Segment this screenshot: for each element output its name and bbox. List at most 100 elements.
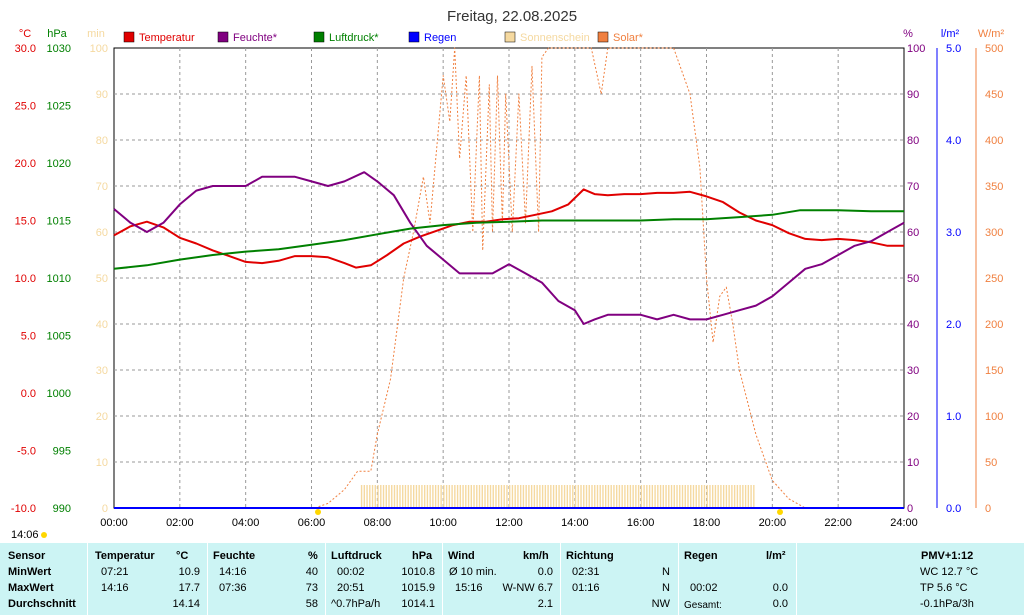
sunshine-bar bbox=[731, 485, 733, 508]
sunshine-bar bbox=[385, 485, 387, 508]
sunshine-bar bbox=[580, 485, 582, 508]
sunshine-bar bbox=[451, 485, 453, 508]
pressure-tick-label: 995 bbox=[53, 446, 71, 458]
sunshine-bar bbox=[629, 485, 632, 508]
sunshine-bar bbox=[632, 485, 634, 508]
solar-tick-label: 250 bbox=[985, 273, 1003, 285]
solar-tick-label: 400 bbox=[985, 135, 1003, 147]
temp-tick-label: 0.0 bbox=[21, 388, 36, 400]
pressure-tick-label: 1030 bbox=[47, 43, 71, 55]
sunshine-bar bbox=[402, 485, 404, 508]
sunshine-bar bbox=[750, 485, 752, 508]
sunshine-bar bbox=[429, 485, 431, 508]
sunshine-bar bbox=[657, 485, 659, 508]
sunshine-bar bbox=[522, 485, 525, 508]
sunshine-bar bbox=[687, 485, 689, 508]
sunshine-bar bbox=[561, 485, 563, 508]
chart-title: Freitag, 22.08.2025 bbox=[447, 8, 577, 25]
x-tick-label: 14:00 bbox=[561, 517, 589, 529]
humidity-tick-label: 90 bbox=[907, 89, 919, 101]
header-pmv: PMV+1:12 bbox=[921, 550, 974, 562]
x-tick-label: 00:00 bbox=[100, 517, 128, 529]
humidity-tick-label: 60 bbox=[907, 227, 919, 239]
sunshine-bar bbox=[706, 485, 708, 508]
current-time-label: 14:06 bbox=[11, 529, 39, 541]
sunshine-bar bbox=[443, 485, 445, 508]
sunshine-bar bbox=[481, 485, 483, 508]
sunshine-bar bbox=[478, 485, 481, 508]
sun_minutes-tick-label: 90 bbox=[96, 89, 108, 101]
sunshine-bar bbox=[605, 485, 607, 508]
sunshine-bar bbox=[569, 485, 571, 508]
sunshine-bar bbox=[665, 485, 667, 508]
temp-tick-label: 15.0 bbox=[15, 216, 36, 228]
humidity-unit-label: % bbox=[903, 28, 913, 40]
sunshine-bar bbox=[621, 485, 623, 508]
header-wind-unit: km/h bbox=[523, 550, 549, 562]
solar-tick-label: 200 bbox=[985, 319, 1003, 331]
solar-unit-label: W/m² bbox=[978, 28, 1005, 40]
sunshine-bar bbox=[495, 485, 497, 508]
sunshine-bar bbox=[736, 485, 739, 508]
sunshine-bar bbox=[533, 485, 536, 508]
legend-swatch bbox=[123, 31, 135, 43]
series-line-temperatur bbox=[113, 188, 904, 269]
sunshine-bar bbox=[583, 485, 585, 508]
x-tick-label: 20:00 bbox=[759, 517, 787, 529]
sun_minutes-tick-label: 70 bbox=[96, 181, 108, 193]
sun_minutes-tick-label: 30 bbox=[96, 365, 108, 377]
sunshine-bar bbox=[396, 485, 398, 508]
x-tick-label: 02:00 bbox=[166, 517, 194, 529]
sunshine-bar bbox=[399, 485, 401, 508]
sunshine-bar bbox=[382, 485, 385, 508]
solar-tick-label: 100 bbox=[985, 411, 1003, 423]
sunshine-bar bbox=[654, 485, 656, 508]
sunshine-bar bbox=[470, 485, 472, 508]
weather-chart: Freitag, 22.08.2025 °C hPa min% l/m² W/m² Te… bbox=[11, 8, 1005, 541]
sunshine-bar bbox=[679, 485, 681, 508]
x-tick-label: 12:00 bbox=[495, 517, 523, 529]
sunshine-bar bbox=[662, 485, 665, 508]
sunshine-bar bbox=[492, 485, 494, 508]
statistics-table: Sensor Temperatur °C Feuchte % Luftdruck… bbox=[0, 543, 1024, 615]
sunshine-bar bbox=[484, 485, 486, 508]
sunshine-bar bbox=[498, 485, 500, 508]
header-temperature-unit: °C bbox=[176, 550, 189, 562]
sunshine-bar bbox=[445, 485, 448, 508]
pressure-tick-label: 1025 bbox=[47, 101, 71, 113]
sunshine-bar bbox=[437, 485, 440, 508]
sunshine-bar bbox=[747, 485, 750, 508]
sun_minutes-tick-label: 20 bbox=[96, 411, 108, 423]
sunshine-bar bbox=[681, 485, 684, 508]
sun_minutes-tick-label: 0 bbox=[102, 503, 108, 515]
sunshine-bar bbox=[670, 485, 673, 508]
sunshine-bar bbox=[668, 485, 670, 508]
sunshine-bar bbox=[588, 485, 590, 508]
header-humidity: Feuchte bbox=[213, 550, 256, 562]
x-tick-label: 08:00 bbox=[364, 517, 392, 529]
sunshine-bar bbox=[599, 485, 601, 508]
sunshine-bar bbox=[572, 485, 574, 508]
header-rain-unit: l/m² bbox=[766, 550, 786, 562]
sunshine-bar bbox=[673, 485, 675, 508]
sunset-marker bbox=[777, 509, 783, 515]
pressure-tick-label: 1010 bbox=[47, 273, 71, 285]
sunshine-bar bbox=[648, 485, 651, 508]
humidity-tick-label: 10 bbox=[907, 457, 919, 469]
sunshine-bar bbox=[591, 485, 593, 508]
rain-unit-label: l/m² bbox=[941, 28, 960, 40]
sunshine-bar bbox=[725, 485, 728, 508]
temp-tick-label: 20.0 bbox=[15, 158, 36, 170]
sunshine-bar bbox=[432, 485, 434, 508]
sunshine-bar bbox=[369, 485, 371, 508]
sunshine-bar bbox=[692, 485, 695, 508]
sunshine-bar bbox=[709, 485, 711, 508]
sunshine-bar bbox=[563, 485, 566, 508]
humidity-tick-label: 20 bbox=[907, 411, 919, 423]
sunshine-bar bbox=[659, 485, 662, 508]
temp-tick-label: -5.0 bbox=[17, 446, 36, 458]
series-line-solar bbox=[314, 47, 822, 509]
sunshine-bar bbox=[555, 485, 558, 508]
sunshine-bar bbox=[528, 485, 530, 508]
temp-tick-label: 25.0 bbox=[15, 101, 36, 113]
